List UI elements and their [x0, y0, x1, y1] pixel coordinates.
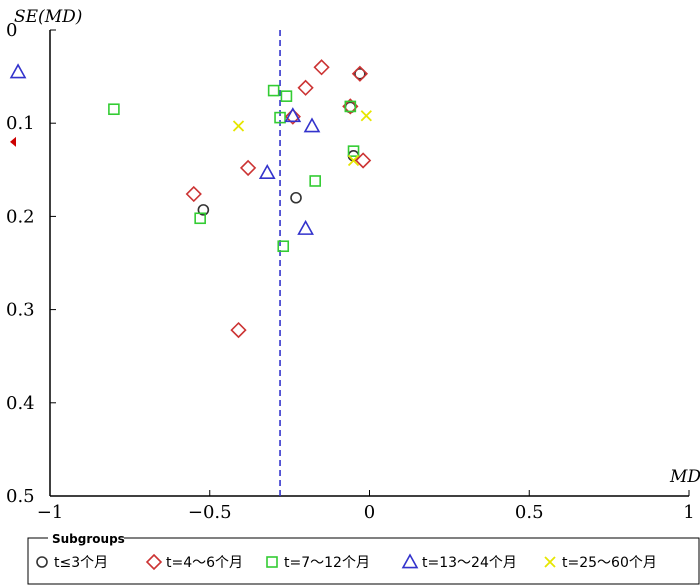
data-point-square — [194, 212, 206, 225]
data-point-square — [347, 145, 360, 157]
legend: Subgroups t≤3个月 t=4～6个月 t=7～12个月 t=13～24个月 t=… — [27, 532, 700, 585]
legend-marker-circle — [36, 556, 48, 568]
data-point-diamond — [351, 65, 369, 82]
data-point-diamond — [284, 108, 301, 125]
data-point-x — [347, 154, 360, 167]
data-point-x — [232, 120, 245, 132]
data-point-square — [309, 175, 321, 187]
data-point-diamond — [230, 321, 247, 339]
y-axis-title: SE(MD) — [14, 7, 82, 27]
legend-marker-square — [266, 556, 278, 568]
data-point-circle — [354, 68, 366, 80]
data-point-square — [344, 100, 357, 113]
legend-box — [27, 537, 700, 585]
y-tick-label: 0.5 — [6, 486, 35, 507]
legend-label: t=7～12个月 — [284, 555, 370, 571]
data-points — [9, 59, 372, 339]
y-tick-label: 0.1 — [6, 113, 35, 134]
legend-title-bg — [48, 532, 124, 546]
data-point-square — [274, 111, 286, 124]
data-point-diamond — [354, 152, 372, 169]
legend-label: t=13～24个月 — [422, 555, 517, 571]
x-tick-label: −1 — [37, 502, 64, 523]
data-point-triangle — [258, 163, 276, 179]
legend-label: t=4～6个月 — [166, 555, 243, 571]
y-tick-label: 0 — [6, 20, 17, 41]
data-point-triangle — [303, 117, 321, 133]
legend-label: t≤3个月 — [54, 555, 108, 571]
data-point-square — [267, 84, 280, 97]
x-tick-label: 0 — [364, 502, 375, 523]
data-point-triangle — [297, 219, 314, 235]
x-tick-label: 0.5 — [515, 502, 544, 523]
x-tick-label: 1 — [683, 502, 694, 523]
data-point-square — [277, 240, 290, 253]
x-tick-label: −0.5 — [188, 502, 232, 523]
data-point-circle — [197, 204, 210, 216]
data-point-square — [280, 90, 293, 102]
data-point-diamond — [297, 79, 314, 96]
y-tick-label: 0.3 — [6, 300, 35, 321]
legend-title: Subgroups — [52, 532, 125, 546]
data-point-diamond — [313, 59, 330, 76]
data-point-square — [108, 103, 120, 116]
plot-axes — [49, 30, 689, 497]
data-point-triangle — [9, 63, 27, 79]
data-point-triangle — [284, 107, 302, 123]
legend-marker-diamond — [145, 553, 163, 571]
data-point-circle — [290, 191, 302, 204]
legend-marker-x — [544, 556, 556, 568]
legend-marker-triangle — [401, 553, 419, 569]
legend-label: t=25～60个月 — [562, 555, 657, 571]
y-tick-label: 0.4 — [6, 393, 35, 414]
axis-ticks: −1 −0.5 0 0.5 1 0 0.1 0.2 0.3 0.4 0.5 — [6, 20, 695, 523]
data-point-x — [360, 110, 372, 122]
data-point-diamond — [239, 159, 257, 177]
y-tick-label: 0.2 — [6, 206, 35, 227]
data-point-diamond — [185, 185, 202, 203]
x-axis-title: MD — [669, 467, 700, 487]
offscale-marker — [10, 136, 16, 147]
